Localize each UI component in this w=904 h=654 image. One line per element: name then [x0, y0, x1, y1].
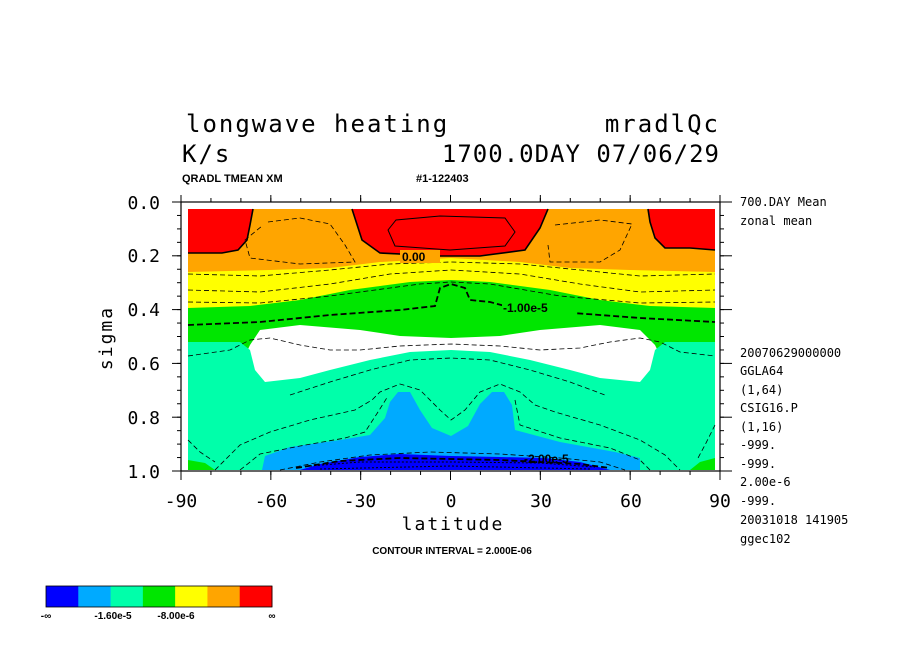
contour-fill-red-center	[352, 209, 548, 256]
info-top-1: zonal mean	[740, 214, 812, 228]
contour-label-1: 0.00	[402, 250, 426, 264]
info-line: (1,64)	[740, 383, 783, 397]
contour-line-bold-minus2e5	[295, 457, 611, 469]
contour-line-zero-center	[351, 208, 549, 257]
info-line: 20070629000000	[740, 346, 841, 360]
info-top-0: 700.DAY Mean	[740, 195, 827, 209]
contour-line-dashed-corner-left	[187, 439, 216, 463]
contour-line-dashed-6	[289, 357, 606, 396]
contour-line-dashed-1	[187, 261, 716, 277]
subtitle-left: QRADL TMEAN XM	[182, 173, 283, 185]
title-line2-left: K/s	[182, 140, 231, 168]
subtitle-center: #1-122403	[416, 173, 469, 185]
contour-label-bg-1	[400, 250, 440, 263]
colorbar-cell	[239, 586, 273, 607]
colorbar-cell	[46, 586, 79, 607]
info-line: ggec102	[740, 532, 791, 546]
colorbar-label: -8.00e-6	[157, 611, 195, 622]
contour-line-zero-right	[647, 208, 716, 251]
contour-label-bg-2	[502, 301, 576, 314]
contour-interval-note: CONTOUR INTERVAL = 2.000E-06	[372, 546, 532, 557]
x-axis-label: latitude	[402, 514, 505, 535]
contour-line-dashed-upper-right	[547, 219, 633, 263]
contour-line-dashed-10	[279, 451, 626, 471]
contour-line-positive-inner	[387, 215, 516, 251]
axis-ticks	[172, 195, 732, 480]
y-axis: 0.0 0.2 0.4 0.6 0.8 1.0 sigma	[96, 193, 160, 483]
contour-line-zero-left	[188, 208, 254, 254]
contour-line-dashed-9	[514, 399, 651, 471]
contour-fill-green-corner-left	[188, 460, 215, 470]
contour-line-dashed-2	[187, 269, 716, 293]
contour-fill-green-corner-right	[690, 458, 715, 470]
y-tick-label: 0.0	[127, 193, 160, 214]
colorbar-cell	[78, 586, 112, 607]
title-line2-right: 1700.0DAY 07/06/29	[442, 140, 720, 168]
info-line: 20031018 141905	[740, 513, 848, 527]
x-tick-label: 0	[446, 491, 457, 512]
colorbar-cell	[110, 586, 144, 607]
info-line: -999.	[740, 457, 776, 471]
colorbar-cell	[175, 586, 208, 607]
plot-area: 0.00 -1.00e-5 -2.00e-5	[172, 195, 732, 480]
colorbar-cell	[142, 586, 176, 607]
info-line: 2.00e-6	[740, 475, 791, 489]
contour-fill-red-right	[648, 209, 715, 250]
x-tick-label: -90	[165, 491, 198, 512]
info-line: -999.	[740, 494, 776, 508]
contour-line-dashed-upper-left	[244, 217, 356, 265]
x-tick-label: -60	[255, 491, 288, 512]
x-tick-label: 30	[530, 491, 552, 512]
x-axis: -90 -60 -30 0 30 60 90 latitude	[165, 491, 731, 535]
info-line: (1,16)	[740, 420, 783, 434]
y-tick-label: 1.0	[127, 462, 160, 483]
contour-fill-teal	[188, 342, 715, 470]
contour-fill-lightblue	[262, 392, 640, 470]
contour-line-dashed-7	[214, 383, 681, 471]
contour-fill-green	[188, 280, 715, 372]
info-line: CSIG16.P	[740, 401, 798, 415]
contour-line-dashed-corner-right	[697, 424, 716, 459]
x-tick-label: 60	[620, 491, 642, 512]
y-tick-label: 0.6	[127, 354, 160, 375]
contour-label-3: -2.00e-5	[524, 452, 569, 466]
contour-label-2: -1.00e-5	[503, 301, 548, 315]
colorbar: -∞ -1.60e-5 -8.00e-6 ∞	[41, 585, 276, 622]
colorbar-label: ∞	[268, 611, 275, 622]
title-line1-left: longwave heating	[186, 110, 449, 138]
colorbar-label: -1.60e-5	[94, 611, 132, 622]
y-tick-label: 0.2	[127, 246, 160, 267]
contour-line-dotted-bottom-1	[309, 461, 596, 468]
contour-line-dashed-8	[239, 395, 389, 471]
info-line: GGLA64	[740, 364, 783, 378]
y-tick-label: 0.8	[127, 408, 160, 429]
y-axis-label: sigma	[96, 306, 117, 370]
contour-line-dashed-3	[187, 281, 716, 304]
x-tick-label: 90	[709, 491, 731, 512]
colorbar-cell	[207, 586, 241, 607]
contour-line-dashed-5	[187, 337, 716, 357]
info-line: -999.	[740, 438, 776, 452]
y-tick-label: 0.4	[127, 300, 160, 321]
right-info-panel: 700.DAY Mean zonal mean 20070629000000 G…	[740, 195, 848, 546]
x-tick-label: -30	[344, 491, 377, 512]
colorbar-label: -∞	[41, 611, 51, 622]
contour-fill-red-left	[188, 209, 253, 253]
colorbar-frame	[45, 585, 273, 608]
title-line1-right: mradlQc	[605, 110, 720, 138]
